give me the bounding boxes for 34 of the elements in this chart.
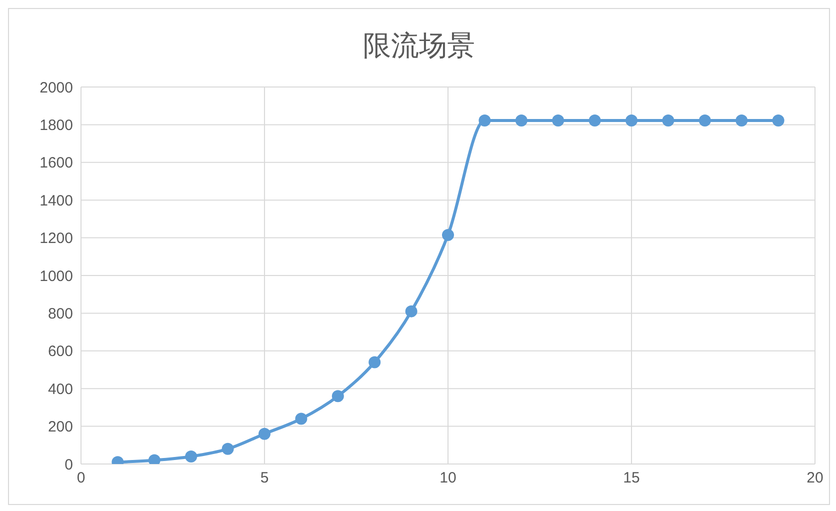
point	[258, 428, 270, 440]
point	[588, 114, 601, 127]
y-tick-label: 1000	[40, 268, 73, 285]
y-tick-label: 0	[64, 456, 73, 474]
point	[736, 114, 748, 127]
x-tick-label: 5	[260, 470, 269, 487]
chart-title: 限流场景	[362, 28, 476, 64]
point	[442, 228, 454, 241]
point	[662, 114, 674, 127]
x-tick-label: 15	[623, 470, 640, 487]
point	[332, 390, 344, 402]
point	[626, 114, 638, 127]
y-tick-label: 1800	[40, 117, 73, 134]
point	[478, 114, 491, 127]
y-tick-label: 800	[48, 306, 73, 323]
y-tick-label: 1200	[40, 230, 73, 248]
x-tick-label: 10	[440, 470, 456, 487]
y-tick-label: 200	[48, 418, 73, 436]
point	[552, 114, 564, 127]
point	[185, 450, 198, 462]
point	[222, 442, 234, 455]
y-tick-label: 2000	[40, 79, 73, 96]
y-tick-label: 1600	[40, 154, 73, 172]
point	[772, 114, 784, 127]
x-tick-label: 0	[76, 470, 86, 487]
y-tick-label: 1400	[40, 192, 73, 210]
x-tick-label: 20	[806, 470, 824, 487]
point	[515, 114, 528, 127]
point	[368, 356, 381, 368]
point	[698, 114, 711, 127]
y-tick-label: 600	[48, 343, 73, 360]
y-tick-label: 400	[48, 380, 73, 398]
point	[295, 412, 308, 425]
point	[405, 305, 418, 318]
